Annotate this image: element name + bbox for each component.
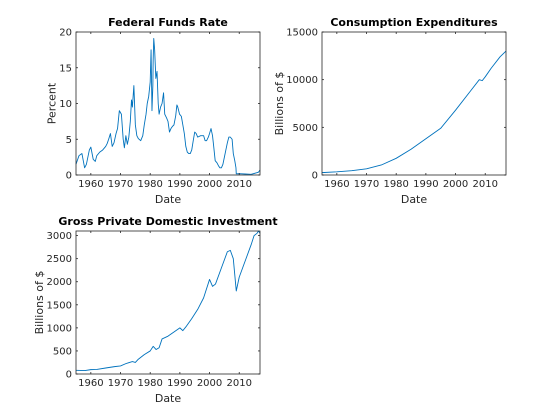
y-tick-label: 2000	[47, 277, 72, 288]
x-tick-label: 1990	[167, 378, 192, 389]
y-tick-label: 0	[66, 171, 72, 182]
x-tick-label: 1980	[383, 179, 408, 190]
axes-box	[75, 230, 261, 375]
chart-title: Gross Private Domestic Investment	[58, 215, 277, 228]
chart-2: 1960 1970 1980 1990 2000 2010 0 5000 10000 15000 C…	[273, 16, 507, 206]
x-tick-label: 1980	[137, 179, 162, 190]
series-line	[75, 37, 261, 175]
x-axis-label: Date	[155, 193, 182, 206]
y-tick-label: 15	[59, 63, 72, 74]
x-tick-label: 1970	[108, 179, 133, 190]
chart-title: Consumption Expenditures	[330, 16, 498, 29]
y-tick-label: 1500	[47, 300, 72, 311]
y-tick-label: 10000	[286, 75, 318, 86]
y-tick-label: 0	[66, 370, 72, 381]
y-tick-label: 2500	[47, 254, 72, 265]
x-tick-label: 2010	[472, 179, 497, 190]
y-tick-label: 10	[59, 99, 72, 110]
y-axis-label: Billions of $	[33, 271, 46, 335]
y-tick-label: 20	[59, 28, 72, 39]
chart-1: 1960 1970 1980 1990 2000 2010 0 5 10 15 20 Federal …	[46, 16, 261, 206]
x-tick-label: 2010	[226, 179, 251, 190]
x-tick-label: 2000	[197, 179, 222, 190]
x-tick-label: 2010	[226, 378, 251, 389]
x-axis-label: Date	[401, 193, 428, 206]
y-tick-label: 5000	[293, 123, 318, 134]
x-tick-label: 1980	[137, 378, 162, 389]
axes-box	[75, 31, 261, 176]
y-tick-label: 5	[66, 135, 72, 146]
x-tick-label: 1960	[78, 179, 103, 190]
y-tick-label: 500	[53, 346, 72, 357]
x-tick-label: 1970	[108, 378, 133, 389]
x-axis-label: Date	[155, 392, 182, 405]
x-tick-label: 2000	[443, 179, 468, 190]
y-tick-label: 0	[312, 171, 318, 182]
x-tick-label: 1960	[78, 378, 103, 389]
y-tick-label: 3000	[47, 231, 72, 242]
x-tick-label: 2000	[197, 378, 222, 389]
chart-title: Federal Funds Rate	[108, 16, 228, 29]
y-tick-label: 1000	[47, 323, 72, 334]
y-axis-label: Billions of $	[273, 72, 286, 136]
axes-box	[321, 31, 507, 176]
chart-3: 1960 1970 1980 1990 2000 2010 0 500 1000 1500 2000…	[33, 215, 277, 405]
x-tick-label: 1960	[324, 179, 349, 190]
x-tick-label: 1970	[354, 179, 379, 190]
series-line	[75, 230, 261, 371]
y-tick-label: 15000	[286, 28, 318, 39]
x-tick-label: 1990	[167, 179, 192, 190]
series-line	[321, 50, 507, 174]
y-axis-label: Percent	[46, 82, 59, 124]
x-tick-label: 1990	[413, 179, 438, 190]
